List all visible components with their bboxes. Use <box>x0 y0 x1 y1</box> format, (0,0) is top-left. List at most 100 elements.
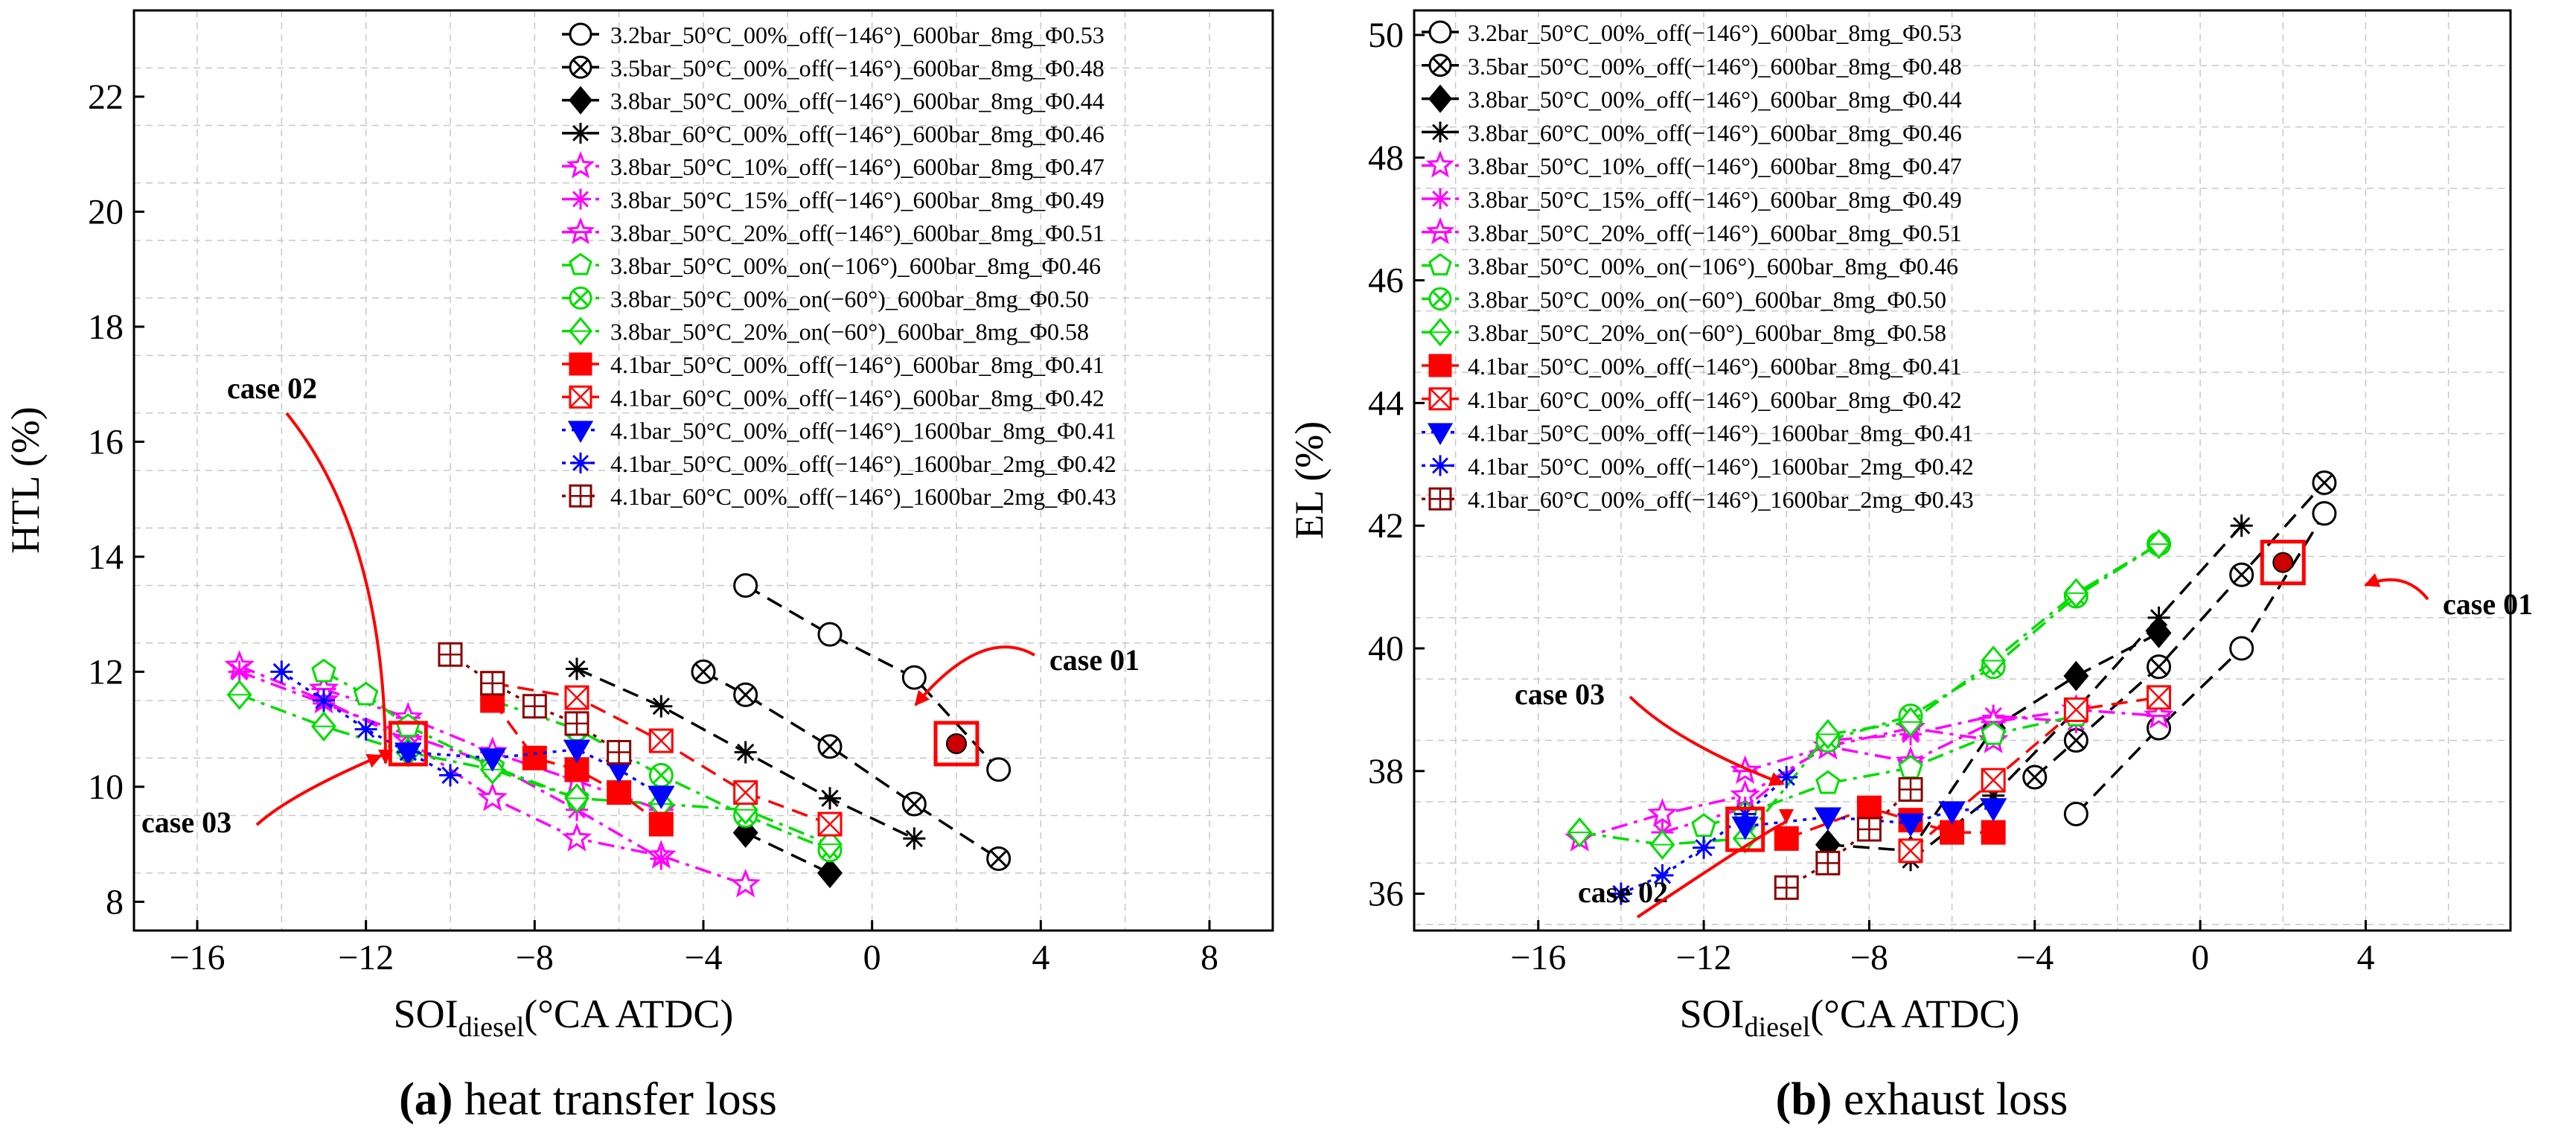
data-point <box>903 827 926 850</box>
caption-letter-b: (b) <box>1776 1074 1832 1125</box>
legend-label: 3.8bar_50°C_20%_off(−146°)_600bar_8mg_Φ0… <box>1468 220 1962 246</box>
series-1 <box>2063 501 2337 826</box>
data-point <box>563 739 591 764</box>
y-tick-label: 36 <box>1368 875 1404 914</box>
data-point <box>733 682 758 707</box>
legend-item-5: 3.8bar_50°C_10%_off(−146°)_600bar_8mg_Φ0… <box>1422 150 1962 179</box>
data-point <box>353 681 379 706</box>
y-tick-label: 48 <box>1368 138 1404 178</box>
data-point <box>2146 529 2172 560</box>
data-point <box>522 694 547 719</box>
data-point <box>1896 813 1925 837</box>
data-point <box>522 745 547 770</box>
data-point <box>1774 826 1799 851</box>
data-point <box>1981 645 2007 676</box>
annotation-arrow-case01 <box>914 645 1035 706</box>
legend-a: 3.2bar_50°C_00%_off(−146°)_600bar_8mg_Φ0… <box>562 22 1116 510</box>
data-point <box>734 741 757 764</box>
series-line <box>744 832 831 875</box>
data-point <box>1979 798 2007 822</box>
data-point <box>691 659 716 684</box>
data-point <box>648 785 675 809</box>
highlight-point-case01 <box>946 733 967 754</box>
y-tick-label: 42 <box>1368 506 1404 546</box>
annotation-arrow-case02 <box>1636 808 1794 919</box>
x-tick-label: 0 <box>2191 938 2209 977</box>
legend-marker <box>1428 20 1452 44</box>
caption-text-a: heat transfer loss <box>453 1074 777 1125</box>
caption-letter-a: (a) <box>399 1074 453 1125</box>
series-line <box>1579 727 1994 840</box>
data-point <box>1898 706 1923 738</box>
y-tick-label: 18 <box>88 307 124 347</box>
legend-label: 4.1bar_50°C_00%_off(−146°)_600bar_8mg_Φ0… <box>610 351 1105 378</box>
series-15 <box>438 642 632 765</box>
highlight-point-case01 <box>2272 552 2294 573</box>
legend-marker <box>1428 253 1452 275</box>
legend-item-13: 4.1bar_50°C_00%_off(−146°)_1600bar_8mg_Φ… <box>1422 420 1974 447</box>
data-point <box>313 689 335 712</box>
data-point <box>1567 817 1593 848</box>
legend-marker <box>1428 318 1452 347</box>
y-tick-label: 38 <box>1368 752 1404 791</box>
series-line <box>1620 776 1788 896</box>
y-tick-label: 46 <box>1368 261 1404 301</box>
legend-item-3: 3.8bar_50°C_00%_off(−146°)_600bar_8mg_Φ0… <box>562 86 1105 115</box>
legend-marker <box>1428 54 1452 77</box>
series-13 <box>1731 798 2007 840</box>
legend-item-1: 3.2bar_50°C_00%_off(−146°)_600bar_8mg_Φ0… <box>562 22 1105 48</box>
data-point <box>1981 768 2006 793</box>
legend-item-6: 3.8bar_50°C_15%_off(−146°)_600bar_8mg_Φ0… <box>562 187 1105 214</box>
caption-a: (a) heat transfer loss <box>399 1074 777 1125</box>
data-point <box>986 757 1011 782</box>
legend-item-2: 3.5bar_50°C_00%_off(−146°)_600bar_8mg_Φ0… <box>1422 53 1962 80</box>
data-point <box>986 846 1011 871</box>
x-axis-label-a: SOIdiesel(°CA ATDC) <box>394 992 734 1043</box>
legend-label: 3.8bar_60°C_00%_off(−146°)_600bar_8mg_Φ0… <box>1468 119 1962 146</box>
data-point <box>819 787 841 810</box>
legend-item-9: 3.8bar_50°C_00%_on(−60°)_600bar_8mg_Φ0.5… <box>1422 286 1946 313</box>
legend-marker <box>1427 423 1454 445</box>
legend-marker <box>569 316 592 345</box>
legend-marker <box>1425 217 1455 245</box>
legend-label: 3.8bar_50°C_00%_off(−146°)_600bar_8mg_Φ0… <box>610 88 1105 115</box>
highlight-box-case01 <box>2260 540 2306 586</box>
series-line <box>492 699 831 852</box>
legend-item-12: 4.1bar_60°C_00%_off(−146°)_600bar_8mg_Φ0… <box>562 384 1105 411</box>
data-point <box>480 671 505 696</box>
legend-marker <box>566 151 595 179</box>
data-point <box>1609 882 1632 905</box>
y-tick-label: 16 <box>88 422 124 462</box>
x-tick-label: −4 <box>2016 938 2054 977</box>
legend-marker <box>569 86 592 115</box>
series-line <box>239 693 831 846</box>
x-tick-label: 4 <box>1032 938 1049 977</box>
legend-label: 3.8bar_50°C_00%_off(−146°)_600bar_8mg_Φ0… <box>1468 86 1962 113</box>
legend-item-3: 3.8bar_50°C_00%_off(−146°)_600bar_8mg_Φ0… <box>1422 84 1962 113</box>
x-tick-label: 8 <box>1201 938 1218 977</box>
x-tick-label: 0 <box>863 938 881 977</box>
axes-b: −16 −12 −8 −4 0 4 36 38 40 42 44 46 48 50 <box>1368 9 2512 977</box>
x-tick-label: −12 <box>1676 938 1732 977</box>
data-point <box>1651 864 1674 887</box>
data-point <box>479 748 506 772</box>
caption-b: (b) exhaust loss <box>1776 1074 2068 1125</box>
chart-panel-b: −16 −12 −8 −4 0 4 36 38 40 42 44 46 48 50 3.2bar_50°C… <box>1287 9 2533 1125</box>
legend-marker <box>569 286 592 310</box>
series-line <box>1909 525 2243 861</box>
y-tick-label: 22 <box>88 77 124 117</box>
y-tick-label: 40 <box>1368 629 1404 668</box>
data-point <box>2063 660 2089 692</box>
data-point <box>561 823 592 852</box>
plot-frame <box>1413 9 2512 932</box>
series-line <box>281 670 451 776</box>
legend-item-15: 4.1bar_60°C_00%_off(−146°)_1600bar_2mg_Φ… <box>562 483 1116 510</box>
legend-item-8: 3.8bar_50°C_00%_on(−106°)_600bar_8mg_Φ0.… <box>562 252 1101 279</box>
data-point <box>648 728 674 753</box>
series-2 <box>2022 470 2337 790</box>
legend-item-11: 4.1bar_50°C_00%_off(−146°)_600bar_8mg_Φ0… <box>562 351 1105 378</box>
legend-item-7: 3.8bar_50°C_20%_off(−146°)_600bar_8mg_Φ0… <box>562 217 1105 246</box>
data-point <box>228 660 251 683</box>
legend-label: 4.1bar_50°C_00%_off(−146°)_1600bar_8mg_Φ… <box>1468 420 1974 447</box>
